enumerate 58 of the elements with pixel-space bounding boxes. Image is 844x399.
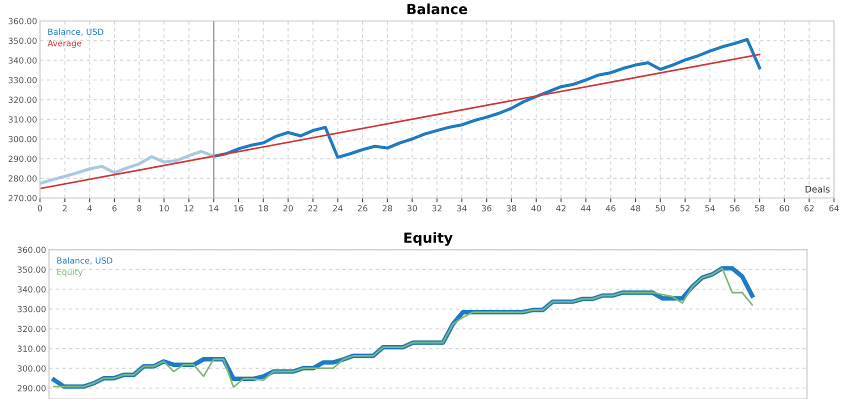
x-tick-label: 62 bbox=[804, 205, 814, 212]
x-tick-label: 16 bbox=[234, 205, 244, 212]
x-tick-label: 30 bbox=[408, 205, 417, 212]
y-tick-label: 320.00 bbox=[18, 326, 46, 332]
x-tick-label: 22 bbox=[308, 205, 318, 212]
y-tick-label: 330.00 bbox=[8, 76, 37, 84]
x-axis-title: Deals bbox=[806, 186, 830, 193]
x-tick-label: 52 bbox=[680, 205, 690, 212]
x-tick-label: 28 bbox=[382, 205, 392, 212]
x-tick-label: 58 bbox=[754, 205, 764, 212]
x-tick-label: 34 bbox=[457, 205, 467, 212]
text: Balance, USD bbox=[57, 257, 112, 264]
text: Balance, USD bbox=[48, 28, 104, 36]
text: Equity bbox=[57, 268, 83, 277]
x-tick-label: 36 bbox=[482, 205, 492, 212]
x-tick-label: 38 bbox=[506, 205, 516, 212]
y-tick-label: 330.00 bbox=[18, 306, 46, 312]
x-tick-label: 14 bbox=[209, 205, 219, 212]
x-tick-label: 48 bbox=[630, 205, 640, 212]
y-tick-label: 360.00 bbox=[8, 18, 37, 24]
y-tick-label: 310.00 bbox=[8, 116, 37, 123]
x-tick-label: 6 bbox=[112, 205, 117, 212]
x-tick-label: 2 bbox=[62, 205, 67, 212]
x-tick-label: 50 bbox=[656, 205, 666, 212]
y-tick-label: 360.00 bbox=[18, 246, 46, 253]
x-tick-label: 44 bbox=[580, 205, 591, 212]
y-tick-label: 340.00 bbox=[8, 57, 37, 64]
y-tick-label: 320.00 bbox=[8, 96, 37, 103]
y-tick-label: 350.00 bbox=[18, 266, 46, 273]
x-tick-label: 10 bbox=[160, 205, 169, 212]
y-tick-label: 290.00 bbox=[8, 156, 37, 162]
text: Average bbox=[48, 40, 82, 48]
x-tick-label: 64 bbox=[829, 205, 839, 212]
x-tick-label: 46 bbox=[606, 205, 616, 212]
y-tick-label: 290.00 bbox=[18, 385, 46, 392]
x-tick-label: 8 bbox=[137, 205, 142, 212]
y-tick-label: 300.00 bbox=[8, 136, 37, 142]
x-tick-label: 56 bbox=[730, 205, 740, 212]
x-tick-label: 42 bbox=[556, 205, 566, 212]
y-tick-label: 280.00 bbox=[8, 175, 37, 182]
y-tick-label: 300.00 bbox=[18, 365, 46, 372]
x-tick-label: 20 bbox=[283, 205, 293, 212]
x-tick-label: 4 bbox=[87, 205, 92, 212]
x-tick-label: 0 bbox=[38, 205, 42, 212]
chart-title: Equity bbox=[404, 232, 453, 246]
x-tick-label: 18 bbox=[258, 205, 268, 212]
x-tick-label: 12 bbox=[184, 205, 194, 212]
x-tick-label: 24 bbox=[333, 205, 343, 212]
y-tick-label: 350.00 bbox=[8, 38, 37, 44]
x-tick-label: 26 bbox=[358, 205, 368, 212]
chart-title: Balance bbox=[407, 4, 468, 14]
y-tick-label: 310.00 bbox=[18, 346, 46, 352]
x-tick-label: 60 bbox=[780, 205, 790, 212]
y-tick-label: 270.00 bbox=[8, 194, 37, 202]
x-tick-label: 40 bbox=[531, 205, 541, 212]
x-tick-label: 54 bbox=[705, 205, 715, 212]
y-tick-label: 340.00 bbox=[18, 286, 46, 293]
x-tick-label: 32 bbox=[432, 205, 442, 212]
